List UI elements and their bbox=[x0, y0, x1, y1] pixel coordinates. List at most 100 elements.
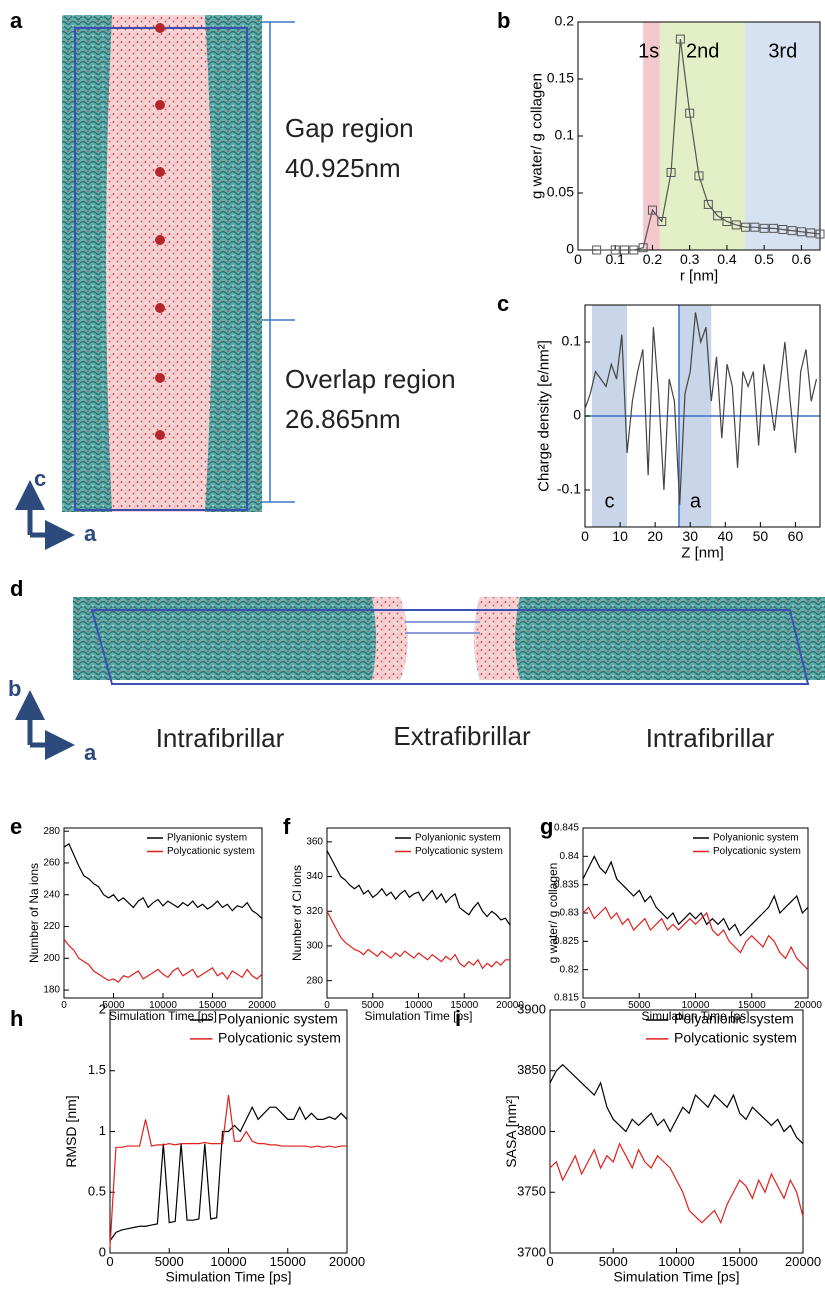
x-tick-label: 20000 bbox=[785, 1254, 821, 1269]
data-point bbox=[620, 245, 630, 255]
y-axis-label: Number of Cl ions bbox=[290, 865, 304, 961]
y-tick-label: 0.1 bbox=[562, 333, 582, 349]
plot-frame bbox=[549, 1009, 804, 1254]
x-tick-label: 5000 bbox=[102, 1000, 125, 1011]
y-axis-label: Number of Na ions bbox=[27, 863, 41, 963]
x-tick-label: 15000 bbox=[199, 1000, 227, 1011]
data-point bbox=[592, 245, 602, 255]
x-tick-label: 0 bbox=[546, 1254, 553, 1269]
x-tick-label: 0.2 bbox=[643, 251, 663, 267]
data-line bbox=[549, 1063, 804, 1145]
x-tick-label: 15000 bbox=[738, 1000, 766, 1011]
y-tick-label: 280 bbox=[43, 826, 60, 837]
axis-icon-label: a bbox=[84, 521, 97, 546]
x-tick-label: 20000 bbox=[794, 1000, 822, 1011]
y-tick-label: 0.835 bbox=[554, 879, 579, 890]
panel-label: b bbox=[497, 8, 510, 33]
y-tick-label: 1.5 bbox=[88, 1062, 106, 1077]
legend-label: Plyanionic system bbox=[167, 833, 247, 844]
y-tick-label: 240 bbox=[43, 889, 60, 900]
annotation: Overlap region bbox=[285, 364, 456, 394]
x-tick-label: 0.4 bbox=[717, 251, 737, 267]
y-axis-label: SASA [nm²] bbox=[503, 1095, 519, 1167]
data-line bbox=[326, 910, 510, 970]
data-point bbox=[638, 243, 648, 253]
y-tick-label: 300 bbox=[306, 941, 323, 952]
x-tick-label: 20000 bbox=[248, 1000, 276, 1011]
panel-label: d bbox=[10, 576, 23, 601]
y-tick-label: 3700 bbox=[517, 1244, 546, 1259]
legend-label: Polycationic system bbox=[218, 1030, 341, 1046]
band-label: 1st bbox=[638, 40, 665, 62]
data-line bbox=[109, 1094, 347, 1247]
y-tick-label: 0.82 bbox=[560, 964, 580, 975]
x-axis-label: Simulation Time [ps] bbox=[364, 1009, 472, 1023]
x-axis-label: Simulation Time [ps] bbox=[165, 1268, 291, 1284]
y-tick-label: 1 bbox=[99, 1123, 106, 1138]
panel-label: i bbox=[455, 1006, 461, 1031]
panel-label: e bbox=[10, 814, 22, 839]
y-tick-label: 0.2 bbox=[555, 13, 575, 29]
x-tick-label: 10000 bbox=[149, 1000, 177, 1011]
region-label: Extrafibrillar bbox=[393, 721, 531, 751]
x-tick-label: 0.6 bbox=[792, 251, 812, 267]
x-tick-label: 15000 bbox=[270, 1254, 306, 1269]
y-axis-label: g water/ g collagen bbox=[528, 73, 545, 199]
axis-icon bbox=[14, 690, 75, 760]
y-tick-label: 0.84 bbox=[560, 851, 580, 862]
fibril-image-horizontal bbox=[73, 597, 825, 685]
x-axis-label: Z [nm] bbox=[681, 545, 724, 562]
y-tick-label: 0.83 bbox=[560, 908, 580, 919]
y-tick-label: 0.845 bbox=[554, 823, 579, 834]
data-point bbox=[741, 222, 751, 232]
y-axis-label: Charge density [e/nm²] bbox=[535, 340, 552, 492]
legend-label: Polyanionic system bbox=[415, 833, 501, 844]
legend-label: Polycationic system bbox=[167, 846, 255, 857]
y-tick-label: 2 bbox=[99, 1001, 106, 1016]
data-line bbox=[582, 906, 809, 971]
data-line bbox=[326, 850, 511, 926]
y-tick-label: -0.1 bbox=[557, 481, 581, 497]
x-tick-label: 0 bbox=[581, 528, 589, 544]
legend-label: Polycationic system bbox=[674, 1030, 797, 1046]
x-tick-label: 10000 bbox=[210, 1254, 246, 1269]
legend-label: Polyanionic system bbox=[713, 833, 799, 844]
legend-label: Polyanionic system bbox=[218, 1011, 338, 1027]
axis-icon-label: a bbox=[84, 740, 97, 765]
y-tick-label: 0.1 bbox=[555, 127, 575, 143]
region-dimension bbox=[262, 21, 295, 503]
y-tick-label: 0.05 bbox=[547, 184, 574, 200]
annotation: 40.925nm bbox=[285, 153, 401, 183]
data-point bbox=[768, 223, 778, 233]
data-point bbox=[647, 205, 657, 215]
band-label: 3rd bbox=[768, 40, 797, 62]
x-tick-label: 0 bbox=[324, 1000, 330, 1011]
data-point bbox=[722, 217, 732, 226]
data-point bbox=[675, 34, 685, 44]
fibril-image-vertical bbox=[62, 15, 262, 512]
x-tick-label: 20000 bbox=[496, 1000, 524, 1011]
x-tick-label: 0 bbox=[106, 1254, 113, 1269]
data-line bbox=[582, 854, 809, 937]
data-point bbox=[685, 108, 695, 118]
data-line bbox=[63, 843, 263, 919]
y-tick-label: 0 bbox=[566, 241, 574, 257]
axis-icon-label: b bbox=[8, 676, 21, 701]
legend-label: Polycationic system bbox=[713, 846, 801, 857]
data-point bbox=[703, 199, 713, 209]
data-point bbox=[778, 224, 788, 234]
data-point bbox=[787, 226, 797, 236]
band bbox=[643, 22, 660, 250]
panel-label: g bbox=[540, 814, 553, 839]
data-line bbox=[549, 1142, 804, 1225]
annotation: 26.865nm bbox=[285, 404, 401, 434]
data-point bbox=[610, 245, 620, 255]
axis-icon-label: c bbox=[34, 466, 46, 491]
x-tick-label: 0 bbox=[580, 1000, 586, 1011]
x-tick-label: 5000 bbox=[362, 1000, 385, 1011]
x-tick-label: 0.5 bbox=[754, 251, 774, 267]
data-point bbox=[796, 227, 806, 237]
y-tick-label: 260 bbox=[43, 858, 60, 869]
y-tick-label: 3850 bbox=[517, 1062, 546, 1077]
